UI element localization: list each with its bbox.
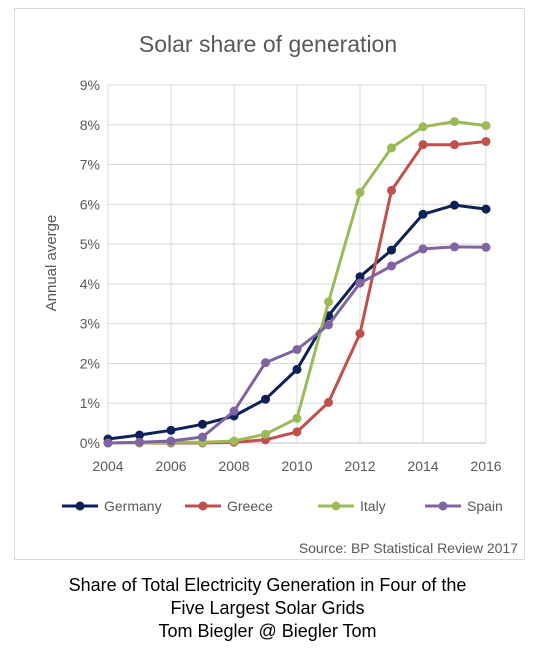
x-tick-label: 2010: [281, 458, 312, 474]
x-tick-labels: 2004 2006 2008 2010 2012 2014 2016: [92, 458, 501, 474]
series-germany: [103, 200, 491, 444]
legend-item-greece: Greece: [185, 498, 273, 514]
data-point: [387, 245, 396, 255]
data-point: [324, 397, 333, 407]
data-point: [292, 413, 302, 423]
data-point: [450, 140, 459, 150]
legend-label: Greece: [227, 498, 273, 514]
chart-title: Solar share of generation: [139, 31, 397, 57]
data-point: [355, 329, 365, 339]
legend-label: Germany: [104, 498, 162, 514]
x-tick-label: 2006: [155, 458, 186, 474]
data-point: [135, 430, 144, 440]
legend-swatch-marker: [331, 501, 341, 511]
data-point: [418, 122, 428, 132]
data-point: [229, 406, 239, 416]
gridlines: [107, 84, 487, 444]
data-point: [450, 200, 459, 210]
data-point: [135, 437, 144, 447]
data-point: [481, 136, 491, 146]
data-point: [261, 429, 270, 439]
caption-line-3: Tom Biegler @ Biegler Tom: [158, 621, 377, 641]
data-point: [261, 358, 270, 368]
line-chart: Solar share of generation Annual averge …: [43, 31, 518, 556]
data-point: [418, 244, 428, 254]
data-point: [292, 345, 302, 355]
series-spain: [103, 242, 491, 448]
data-point: [450, 117, 459, 127]
data-point: [292, 427, 302, 437]
data-point: [355, 187, 365, 197]
caption-line-1: Share of Total Electricity Generation in…: [68, 575, 467, 595]
data-point: [324, 320, 333, 330]
data-point: [387, 185, 396, 195]
data-point: [481, 204, 491, 214]
y-tick-label: 1%: [80, 395, 100, 411]
y-tick-label: 4%: [80, 276, 100, 292]
y-tick-label: 2%: [80, 355, 100, 371]
y-tick-label: 0%: [80, 435, 100, 451]
data-point: [261, 394, 270, 404]
y-axis-label: Annual averge: [43, 215, 60, 312]
legend: Germany Greece Italy Spain: [62, 498, 503, 514]
data-point: [481, 242, 491, 252]
caption-line-2: Five Largest Solar Grids: [170, 598, 365, 618]
data-point: [387, 143, 396, 153]
y-tick-label: 6%: [80, 196, 100, 212]
y-tick-labels: 0% 1% 2% 3% 4% 5% 6% 7% 8% 9%: [80, 77, 100, 451]
legend-swatch-marker: [75, 501, 85, 511]
data-point: [324, 297, 333, 307]
data-point: [481, 121, 491, 131]
x-tick-label: 2004: [92, 458, 123, 474]
y-tick-label: 3%: [80, 316, 100, 332]
data-point: [355, 272, 365, 282]
data-point: [418, 140, 428, 150]
legend-item-italy: Italy: [318, 498, 386, 514]
legend-swatch-marker: [198, 501, 208, 511]
x-tick-label: 2008: [218, 458, 249, 474]
source-note: Source: BP Statistical Review 2017: [299, 540, 518, 556]
legend-item-germany: Germany: [62, 498, 162, 514]
data-point: [166, 425, 176, 435]
data-point: [166, 436, 176, 446]
data-point: [198, 432, 207, 442]
data-point: [103, 438, 113, 448]
legend-label: Italy: [360, 498, 386, 514]
y-tick-label: 7%: [80, 157, 100, 173]
y-tick-label: 5%: [80, 236, 100, 252]
data-point: [198, 419, 207, 429]
data-point: [387, 261, 396, 271]
data-point: [292, 364, 302, 374]
x-tick-label: 2012: [344, 458, 375, 474]
legend-label: Spain: [467, 498, 503, 514]
series-group: [103, 117, 491, 448]
data-point: [450, 242, 459, 252]
data-point: [418, 209, 428, 219]
data-point: [229, 436, 239, 446]
y-tick-label: 8%: [80, 117, 100, 133]
legend-swatch-marker: [438, 501, 448, 511]
x-tick-label: 2014: [407, 458, 438, 474]
legend-item-spain: Spain: [425, 498, 503, 514]
data-point: [355, 278, 365, 288]
y-tick-label: 9%: [80, 77, 100, 93]
x-tick-label: 2016: [470, 458, 501, 474]
